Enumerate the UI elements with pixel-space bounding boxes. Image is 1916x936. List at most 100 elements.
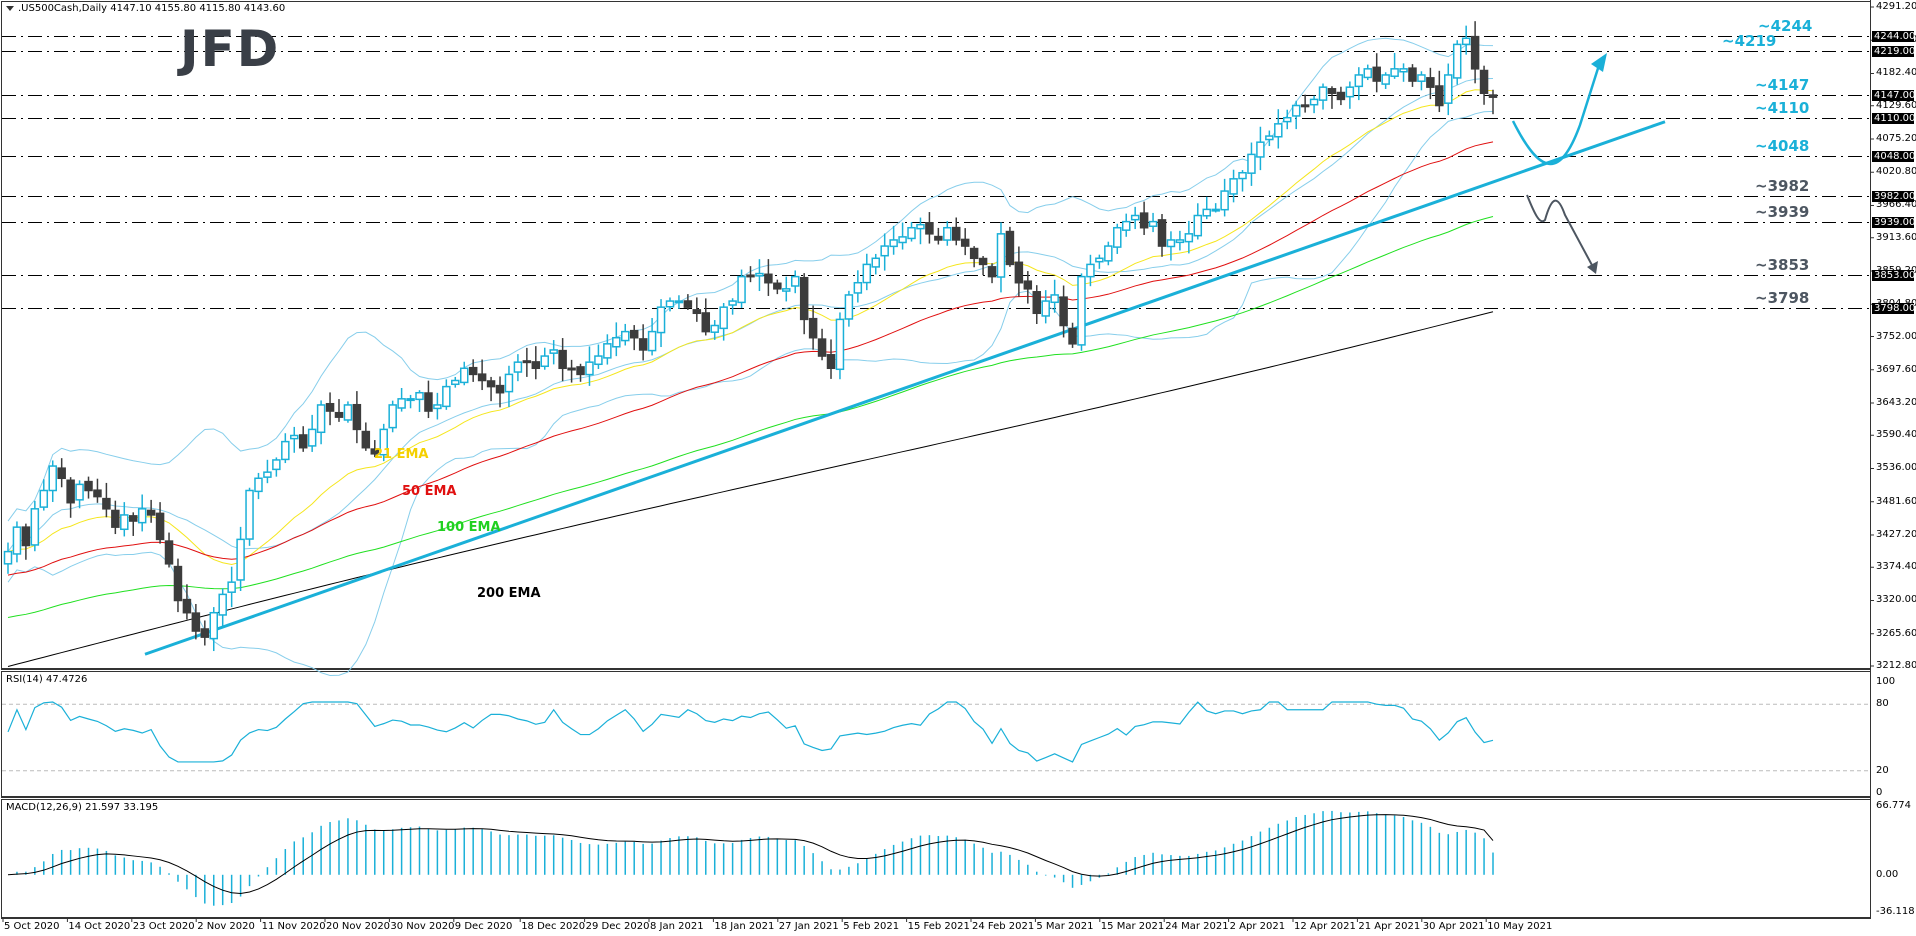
date-tick-label: 30 Nov 2020 (390, 921, 455, 932)
date-tick-label: 23 Oct 2020 (132, 921, 195, 932)
candle-bull (790, 275, 800, 287)
macd-pane-frame (1, 799, 1871, 918)
candle-bear (191, 612, 201, 632)
candle-bear (1336, 91, 1346, 101)
candle-bear (1023, 280, 1033, 290)
candle-bull (227, 581, 236, 593)
price-tick-label: 4020.80 (1876, 166, 1916, 178)
candle-bull (1148, 220, 1158, 228)
candle-bull (880, 245, 889, 257)
candle-bear (1005, 230, 1015, 266)
candle-bull (647, 330, 657, 352)
date-tick-label: 15 Mar 2021 (1100, 921, 1165, 932)
candle-bull (1095, 257, 1104, 263)
candle-bear (522, 360, 532, 364)
candle-bull (3, 550, 13, 565)
candle-bear (746, 274, 755, 278)
candle-bull (433, 404, 442, 410)
candle-bear (773, 282, 782, 290)
candle-bull (245, 489, 254, 540)
candle-bear (1014, 261, 1024, 284)
dropdown-triangle-icon[interactable] (6, 5, 14, 11)
candle-bull (209, 611, 219, 640)
candle-bull (603, 343, 612, 359)
candle-bull (719, 306, 728, 330)
price-tick-label: 3481.60 (1876, 495, 1916, 507)
candle-bear (817, 338, 827, 357)
candle-bear (1470, 35, 1480, 70)
candle-bull (540, 355, 549, 368)
level-annotation: ~3798 (1755, 288, 1810, 307)
rsi-tick-label: 0 (1876, 787, 1883, 798)
date-tick-label: 9 Dec 2020 (454, 921, 513, 932)
candle-bear (146, 509, 156, 516)
candle-bear (1327, 88, 1337, 95)
date-tick-label: 10 May 2021 (1487, 921, 1553, 932)
candle-bull (120, 514, 129, 531)
candle-bear (960, 238, 970, 247)
candle-bear (173, 565, 183, 602)
candle-bull (916, 223, 925, 230)
candle-bear (111, 509, 120, 528)
candle-bear (128, 515, 138, 522)
candle-bull (1309, 98, 1319, 106)
level-annotation: ~3853 (1755, 255, 1810, 274)
price-tick-label: 4291.20 (1876, 1, 1916, 12)
candle-bull (1050, 294, 1059, 304)
date-tick-label: 15 Feb 2021 (907, 921, 970, 932)
candle-bull (585, 361, 594, 376)
candle-bear (325, 402, 335, 412)
candle-bear (1372, 66, 1381, 82)
candle-bull (1041, 300, 1050, 317)
candle-bear (57, 467, 66, 480)
candle-bear (1139, 212, 1149, 229)
candle-bear (1068, 327, 1077, 345)
price-tick-label: 3427.20 (1876, 528, 1916, 540)
candle-bull (451, 379, 460, 386)
candle-bull (1363, 68, 1373, 79)
candle-bull (379, 428, 388, 456)
ema50-line (7, 141, 1494, 576)
candle-bull (1345, 86, 1355, 98)
candle-bull (1229, 178, 1238, 195)
candle-bull (728, 300, 737, 306)
candle-bull (1113, 226, 1122, 248)
candle-bull (1274, 123, 1283, 138)
candle-bear (701, 312, 711, 333)
bullish-scenario-arrow (1511, 61, 1602, 166)
date-tick-label: 24 Feb 2021 (972, 921, 1035, 932)
candle-bull (889, 239, 898, 248)
symbol-header[interactable]: .US500Cash,Daily 4147.10 4155.80 4115.80… (6, 3, 285, 14)
bollinger-lower (7, 110, 1494, 677)
level-price-box: 3798.00 (1872, 302, 1916, 314)
candle-bear (468, 366, 478, 376)
level-price-box: 4048.00 (1872, 150, 1916, 162)
bollinger-middle (7, 78, 1494, 552)
candle-bull (1247, 153, 1256, 174)
candle-bull (1104, 245, 1113, 262)
level-annotation: ~4219 (1722, 31, 1777, 50)
macd-title: MACD(12,26,9) 21.597 33.195 (6, 802, 159, 813)
date-tick-label: 18 Jan 2021 (714, 921, 775, 932)
candle-bear (638, 338, 648, 351)
candle-bull (343, 404, 353, 421)
candle-bear (692, 309, 702, 315)
candle-bull (1399, 68, 1408, 73)
candle-bear (352, 403, 362, 431)
candle-bear (66, 479, 75, 504)
macd-tick-label: 0.00 (1876, 868, 1899, 880)
candle-bull (835, 318, 845, 371)
candle-bear (477, 373, 487, 382)
candle-bull (1381, 74, 1390, 85)
level-annotation: ~4244 (1758, 16, 1813, 35)
candle-bull (1220, 190, 1229, 211)
candle-bull (907, 226, 916, 240)
candle-bull (48, 465, 57, 492)
rsi-tick-label: 100 (1876, 676, 1896, 687)
candle-bull (442, 385, 451, 408)
candle-bull (996, 233, 1006, 278)
price-tick-label: 3752.00 (1876, 330, 1916, 342)
macd-tick-label: 66.774 (1876, 800, 1911, 811)
candle-bull (853, 281, 863, 294)
